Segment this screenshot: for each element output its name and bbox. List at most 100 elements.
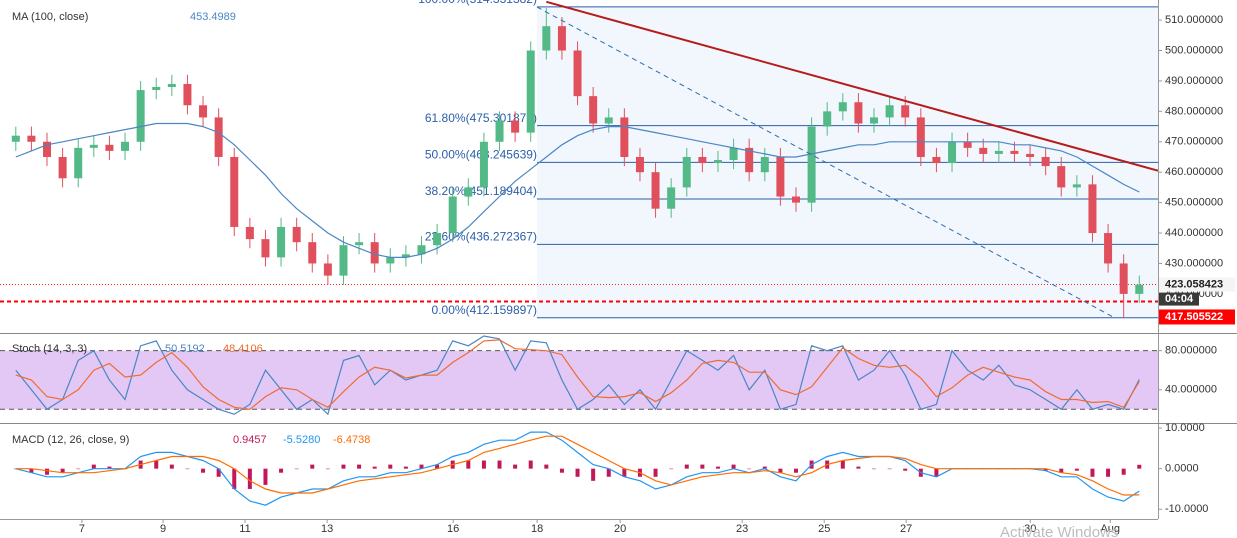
candle-body <box>433 233 442 246</box>
candle-body <box>277 226 286 258</box>
histogram-bar <box>934 468 939 477</box>
histogram-bar <box>29 468 34 473</box>
candle-body <box>823 111 832 127</box>
fib-label: 0.00%(412.159897) <box>432 303 537 317</box>
candle-body <box>355 242 364 246</box>
x-tick-label: Aug <box>1100 523 1120 535</box>
candle-body <box>464 187 473 197</box>
histogram-bar <box>372 466 377 469</box>
candle-body <box>89 144 98 148</box>
plot-area: 100.00%(514.331382) 61.80%(475.301875) 50.… <box>0 0 1159 506</box>
x-tick-label: 20 <box>614 523 626 535</box>
legend-value: -6.4738 <box>333 434 370 446</box>
x-tick-label: 11 <box>239 523 250 535</box>
histogram-bar <box>201 468 206 473</box>
candle-body <box>1135 284 1144 294</box>
y-tick-label: 10.0000 <box>1165 422 1205 434</box>
candle-body <box>682 156 691 188</box>
histogram-bar <box>903 468 908 471</box>
histogram-bar <box>840 460 845 469</box>
histogram-bar <box>1090 468 1095 477</box>
histogram-bar <box>1043 468 1048 471</box>
histogram-bar <box>403 466 408 469</box>
candle-body <box>105 144 114 151</box>
series-line <box>15 339 1140 410</box>
y-tick-label: 450.000000 <box>1165 197 1223 209</box>
y-tick-label: 40.000000 <box>1165 384 1217 396</box>
histogram-bar <box>185 468 190 470</box>
histogram-bar <box>325 468 330 470</box>
candle-body <box>58 156 67 179</box>
histogram-bar <box>357 464 362 469</box>
x-tick-label: 16 <box>447 523 459 535</box>
candle-body <box>776 156 785 197</box>
histogram-bar <box>856 466 861 469</box>
histogram-bar <box>310 464 315 469</box>
histogram-bar <box>684 464 689 469</box>
histogram-bar <box>388 464 393 469</box>
candle-body <box>214 117 223 157</box>
y-tick-label: 480.000000 <box>1165 105 1223 117</box>
candle-body <box>698 156 707 164</box>
watermark: Activate Windows <box>1000 524 1118 538</box>
histogram-bar <box>247 468 252 489</box>
histogram-bar <box>154 460 159 469</box>
y-tick-label: 500.000000 <box>1165 44 1223 56</box>
candle-body <box>932 156 941 164</box>
series-line <box>15 435 1140 496</box>
candle-body <box>651 172 660 209</box>
candle-body <box>152 87 161 91</box>
y-tick-label: 460.000000 <box>1165 166 1223 178</box>
candle-body <box>27 135 36 142</box>
candle-body <box>979 147 988 154</box>
candle-body <box>885 105 894 118</box>
x-tick-label: 23 <box>736 523 748 535</box>
x-tick-label: 13 <box>321 523 333 535</box>
level-label: 417.505522 <box>1165 311 1223 323</box>
countdown-box <box>1159 292 1199 306</box>
candle-body <box>417 245 426 255</box>
candle-body <box>745 147 754 173</box>
histogram-bar <box>591 468 596 481</box>
series-line <box>15 122 1140 258</box>
candle-body <box>292 226 301 243</box>
countdown-label: 04:04 <box>1165 293 1194 305</box>
histogram-bar <box>528 460 533 469</box>
candle-body <box>479 141 488 188</box>
y-tick-label: 490.000000 <box>1165 75 1223 87</box>
candle-body <box>230 156 239 227</box>
candle-body <box>199 105 208 118</box>
candle-body <box>667 187 676 209</box>
candle-body <box>121 141 130 151</box>
candle-body <box>635 156 644 173</box>
x-tick-label: 7 <box>79 523 85 535</box>
candle-body <box>526 50 535 133</box>
histogram-bar <box>513 464 518 469</box>
candle-body <box>542 26 551 51</box>
histogram-bar <box>762 466 767 469</box>
trendline <box>546 0 1159 172</box>
histogram-bar <box>60 468 65 473</box>
candle-body <box>916 117 925 157</box>
histogram-bar <box>1121 468 1126 475</box>
histogram-bar <box>778 468 783 473</box>
current-price-label: 423.058423 <box>1165 278 1223 290</box>
histogram-bar <box>435 464 440 469</box>
candle-body <box>11 135 20 142</box>
histogram-bar <box>279 468 284 473</box>
histogram-bar <box>341 464 346 469</box>
legend-value: 48.4106 <box>223 343 263 355</box>
candle-body <box>183 83 192 106</box>
histogram-bar <box>731 464 736 469</box>
histogram-bar <box>45 468 50 475</box>
candle-body <box>401 254 410 258</box>
histogram-bar <box>559 468 564 473</box>
y-tick-label: 80.000000 <box>1165 345 1217 357</box>
histogram-bar <box>91 464 96 469</box>
legend-value: 50.5192 <box>165 343 205 355</box>
y-tick-label: 0.0000 <box>1165 463 1199 475</box>
y-tick-label: 510.000000 <box>1165 14 1223 26</box>
candle-body <box>760 156 769 173</box>
candle-body <box>1057 166 1066 188</box>
histogram-bar <box>76 468 81 470</box>
